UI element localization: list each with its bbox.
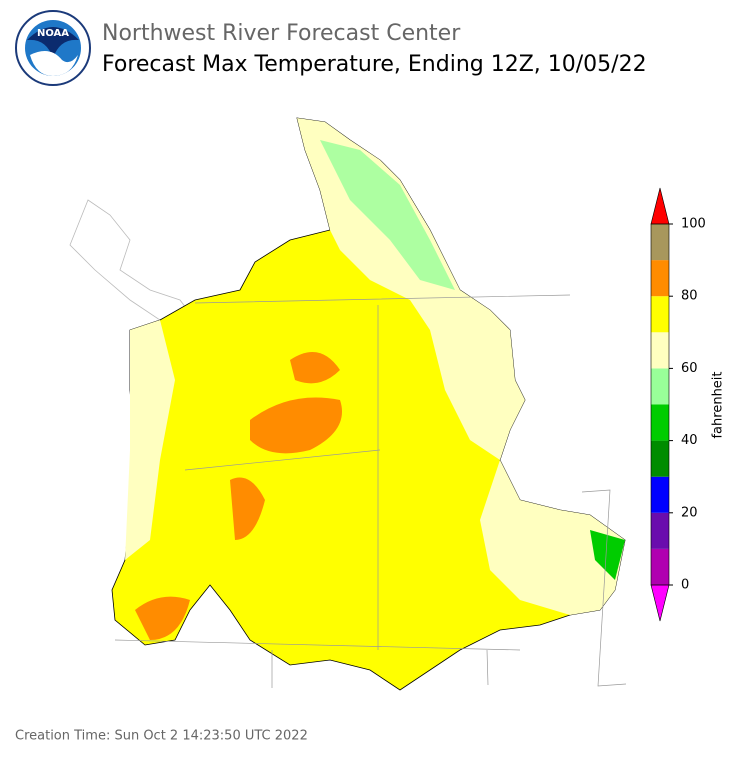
colorbar-segment xyxy=(651,224,669,261)
colorbar-label: fahrenheit xyxy=(711,371,726,438)
title: Northwest River Forecast Center xyxy=(102,21,461,46)
colorbar-segment xyxy=(651,260,669,297)
colorbar-tick-label: 80 xyxy=(681,289,698,304)
colorbar: 0 20 40 60 80 100 xyxy=(650,187,706,622)
colorbar-tick-label: 40 xyxy=(681,433,698,448)
colorbar-segment xyxy=(651,404,669,441)
noaa-logo: NOAA xyxy=(15,10,91,86)
colorbar-under-arrow xyxy=(650,584,670,622)
colorbar-tick-label: 20 xyxy=(681,505,698,520)
colorbar-segment xyxy=(651,440,669,477)
colorbar-tick-label: 100 xyxy=(681,217,706,232)
colorbar-over-arrow xyxy=(650,187,670,225)
colorbar-segment xyxy=(651,368,669,405)
colorbar-tick-label: 0 xyxy=(681,578,689,593)
colorbar-segment xyxy=(651,296,669,333)
colorbar-segment xyxy=(651,548,669,585)
colorbar-segment xyxy=(651,476,669,513)
logo-text: NOAA xyxy=(37,28,69,39)
map xyxy=(69,117,627,691)
colorbar-frame xyxy=(650,223,670,586)
colorbar-segment xyxy=(651,332,669,369)
subtitle: Forecast Max Temperature, Ending 12Z, 10… xyxy=(102,52,647,77)
creation-time: Creation Time: Sun Oct 2 14:23:50 UTC 20… xyxy=(15,729,308,744)
colorbar-segment xyxy=(651,512,669,549)
colorbar-tick-label: 60 xyxy=(681,361,698,376)
